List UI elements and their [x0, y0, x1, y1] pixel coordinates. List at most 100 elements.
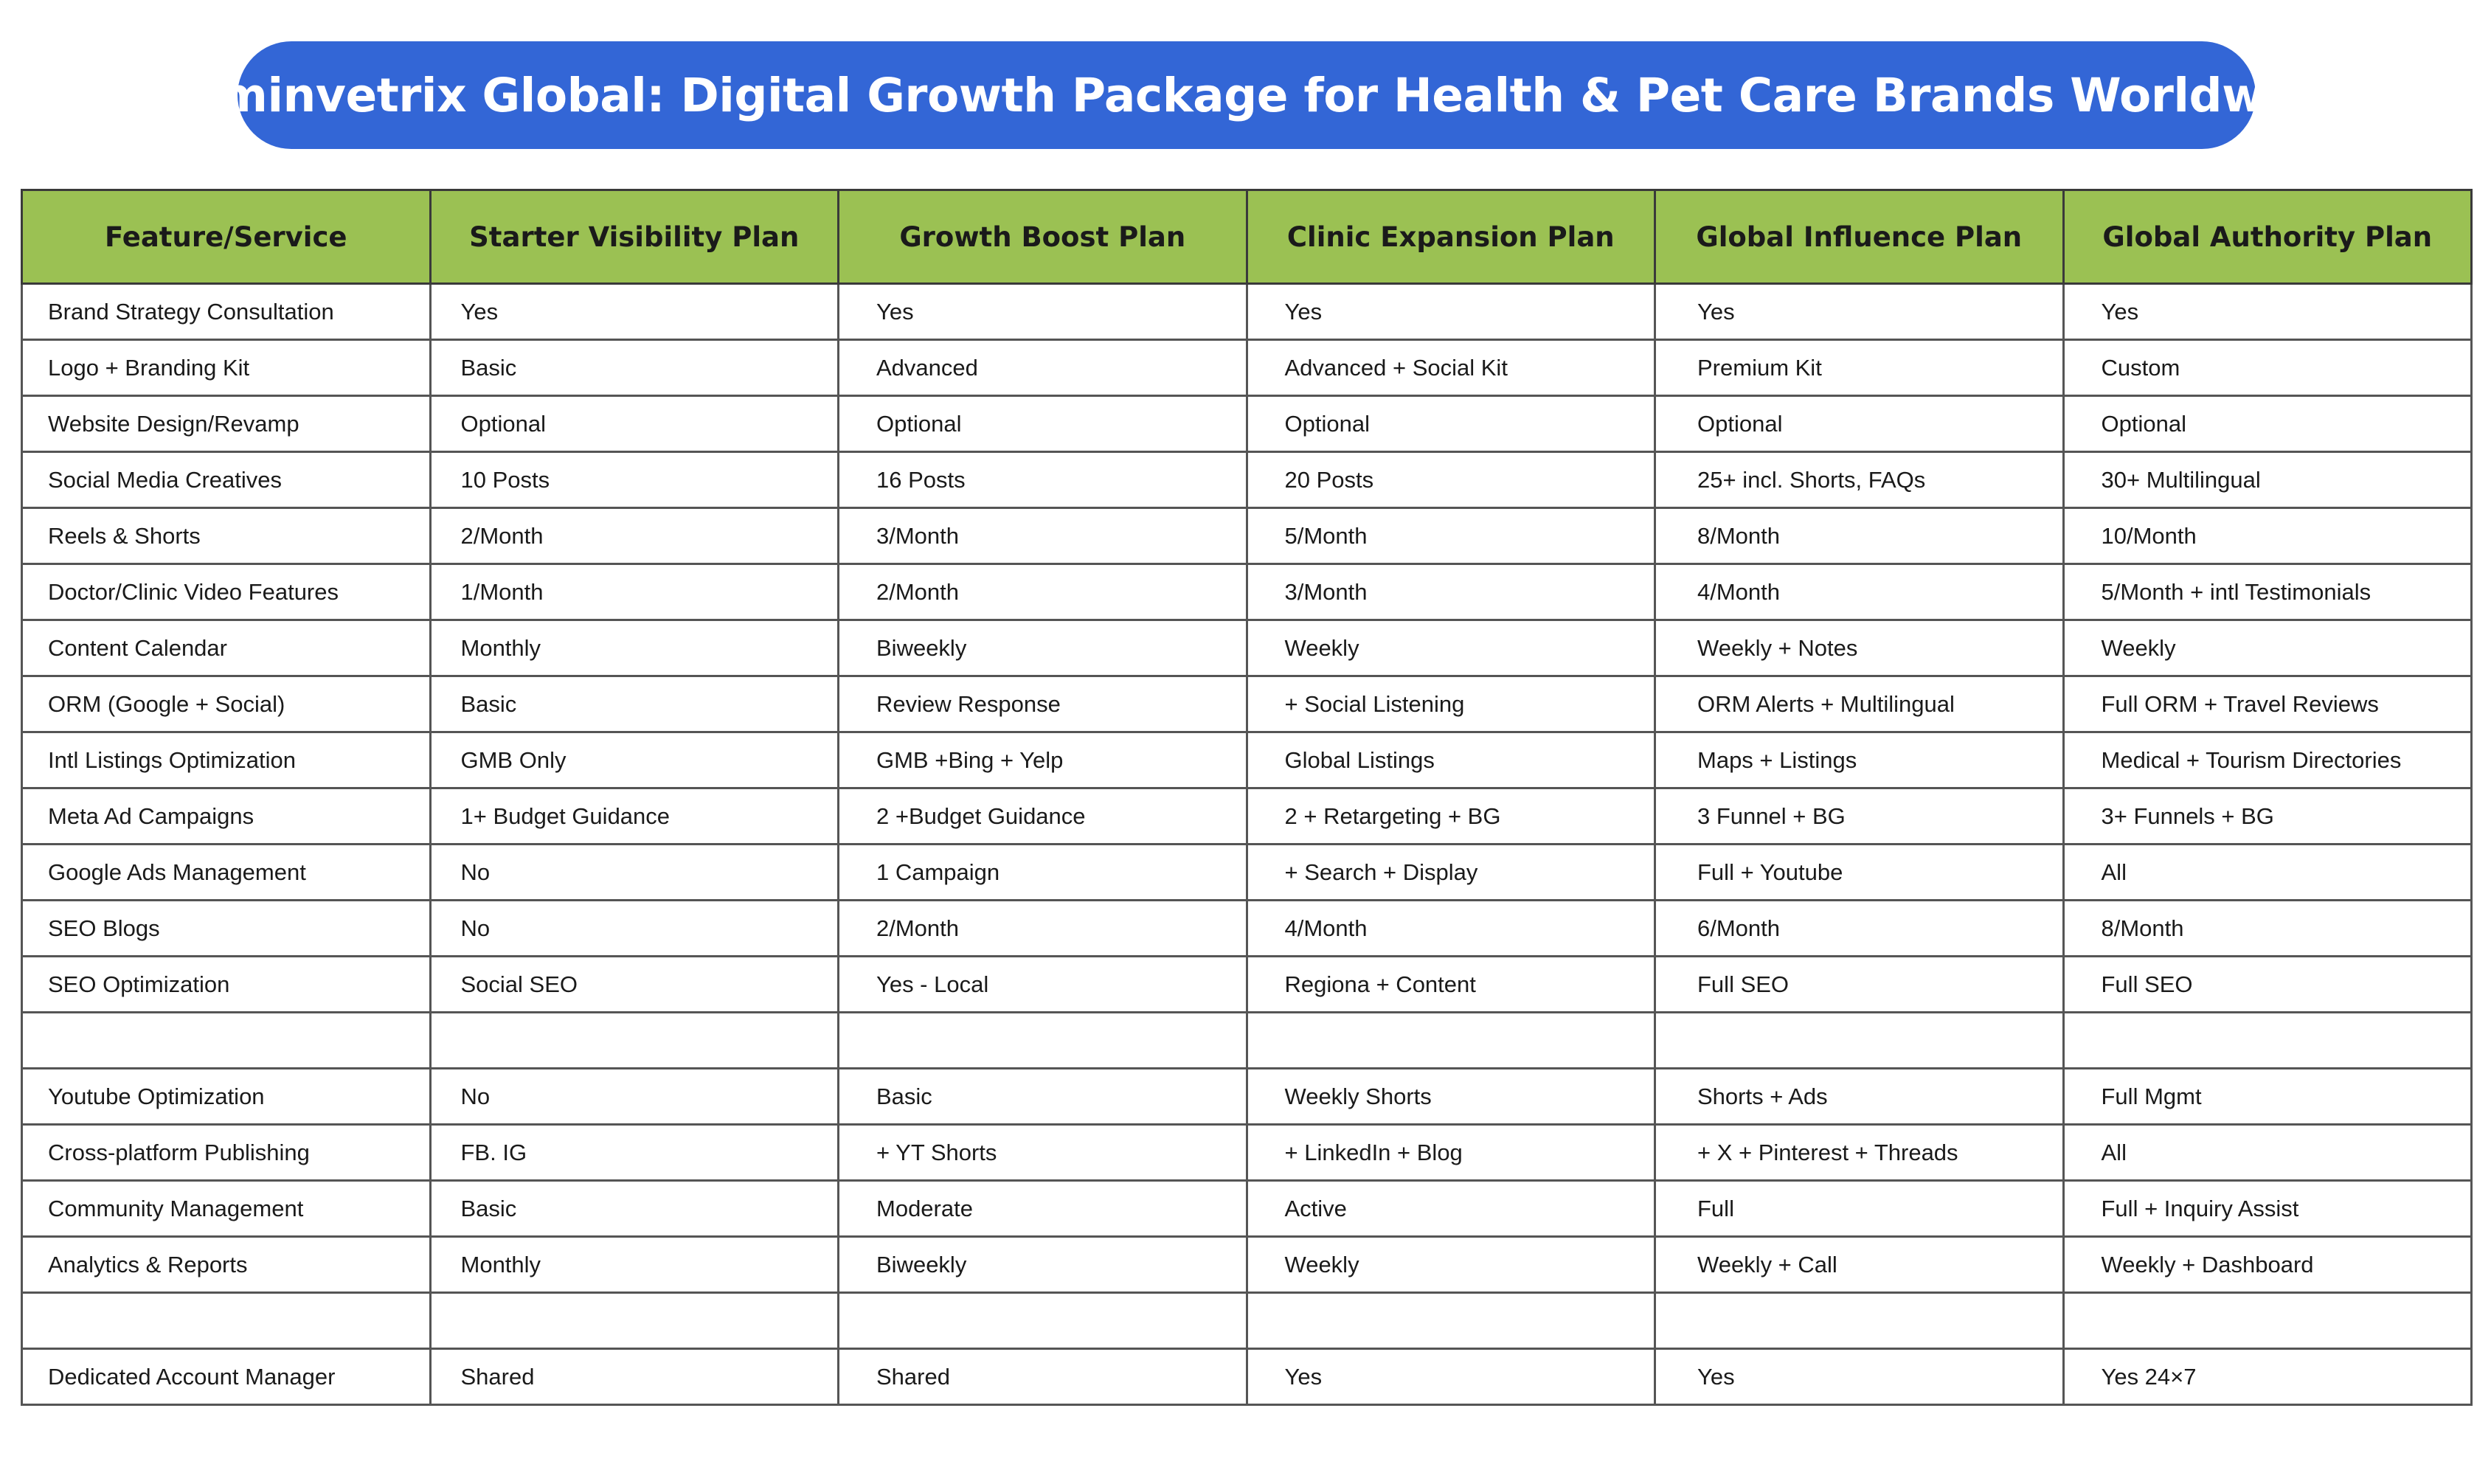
plan-value-cell: Weekly: [1245, 1235, 1656, 1294]
plan-value-cell: Review Response: [837, 675, 1248, 733]
plan-value-cell: Global Listings: [1245, 731, 1656, 789]
plan-value-cell: 5/Month: [1245, 507, 1656, 565]
plan-value-cell: 3+ Funnels + BG: [2062, 787, 2473, 845]
plan-value-cell: Regiona + Content: [1245, 955, 1656, 1013]
plan-value-cell: Basic: [429, 1179, 839, 1238]
table-row: Analytics & Reports Monthly Biweekly Weekly…: [21, 1235, 2473, 1294]
plan-value-cell: Premium Kit: [1654, 339, 2065, 397]
plan-value-cell: 3 Funnel + BG: [1654, 787, 2065, 845]
table-row: Dedicated Account Manager Shared Shared Yes…: [21, 1348, 2473, 1406]
header-growth-boost: Growth Boost Plan: [837, 189, 1248, 285]
feature-cell: SEO Blogs: [21, 899, 432, 957]
plan-value-cell: 10 Posts: [429, 451, 839, 509]
table-row: Meta Ad Campaigns 1+ Budget Guidance 2 +Bu…: [21, 787, 2473, 845]
plan-value-cell: Full + Inquiry Assist: [2062, 1179, 2473, 1238]
feature-cell: Intl Listings Optimization: [21, 731, 432, 789]
plan-value-cell: Yes: [837, 282, 1248, 341]
plan-value-cell: Yes: [1245, 282, 1656, 341]
plan-value-cell: + X + Pinterest + Threads: [1654, 1123, 2065, 1182]
plan-value-cell: Yes: [1654, 282, 2065, 341]
table-row: Cross-platform Publishing FB. IG + YT Shor…: [21, 1123, 2473, 1182]
feature-cell: Google Ads Management: [21, 843, 432, 901]
plan-value-cell: Advanced: [837, 339, 1248, 397]
plan-value-cell: 10/Month: [2062, 507, 2473, 565]
table-row: Intl Listings Optimization GMB Only GMB +B…: [21, 731, 2473, 789]
table-row: Brand Strategy Consultation Yes Yes Yes Yes Y…: [21, 282, 2473, 341]
header-clinic-expansion: Clinic Expansion Plan: [1245, 189, 1656, 285]
plan-value-cell: + YT Shorts: [837, 1123, 1248, 1182]
plan-value-cell: 2/Month: [837, 563, 1248, 621]
feature-cell: Content Calendar: [21, 619, 432, 677]
plan-value-cell: 1+ Budget Guidance: [429, 787, 839, 845]
plan-value-cell: Full: [1654, 1179, 2065, 1238]
plan-value-cell: Optional: [2062, 395, 2473, 453]
plan-value-cell: All: [2062, 843, 2473, 901]
table-row: Reels & Shorts 2/Month 3/Month 5/Month 8/Mon…: [21, 507, 2473, 565]
plan-value-cell: Medical + Tourism Directories: [2062, 731, 2473, 789]
plan-value-cell: 20 Posts: [1245, 451, 1656, 509]
feature-cell: SEO Optimization: [21, 955, 432, 1013]
plan-value-cell: Biweekly: [837, 1235, 1248, 1294]
feature-cell: [21, 1291, 432, 1350]
plan-value-cell: 2/Month: [837, 899, 1248, 957]
plan-value-cell: Full Mgmt: [2062, 1067, 2473, 1126]
feature-cell: Analytics & Reports: [21, 1235, 432, 1294]
plan-value-cell: 8/Month: [1654, 507, 2065, 565]
plan-value-cell: [1654, 1011, 2065, 1069]
feature-cell: Brand Strategy Consultation: [21, 282, 432, 341]
plan-value-cell: [1245, 1011, 1656, 1069]
plan-value-cell: Yes 24×7: [2062, 1348, 2473, 1406]
feature-cell: Logo + Branding Kit: [21, 339, 432, 397]
table-body: Brand Strategy Consultation Yes Yes Yes Yes Y…: [21, 282, 2473, 1406]
plan-value-cell: 16 Posts: [837, 451, 1248, 509]
plan-value-cell: 2 + Retargeting + BG: [1245, 787, 1656, 845]
plan-value-cell: 25+ incl. Shorts, FAQs: [1654, 451, 2065, 509]
plan-value-cell: Full SEO: [2062, 955, 2473, 1013]
plan-value-cell: Custom: [2062, 339, 2473, 397]
plan-value-cell: 30+ Multilingual: [2062, 451, 2473, 509]
plan-value-cell: Advanced + Social Kit: [1245, 339, 1656, 397]
plan-value-cell: Moderate: [837, 1179, 1248, 1238]
table-row: [21, 1291, 2473, 1350]
plan-value-cell: 4/Month: [1654, 563, 2065, 621]
plan-value-cell: Weekly: [2062, 619, 2473, 677]
plan-value-cell: Monthly: [429, 1235, 839, 1294]
plan-value-cell: Shared: [837, 1348, 1248, 1406]
plan-value-cell: GMB +Bing + Yelp: [837, 731, 1248, 789]
plan-value-cell: Weekly: [1245, 619, 1656, 677]
plan-value-cell: Shorts + Ads: [1654, 1067, 2065, 1126]
page-title: Hominvetrix Global: Digital Growth Packa…: [149, 68, 2344, 122]
plan-value-cell: ORM Alerts + Multilingual: [1654, 675, 2065, 733]
plan-value-cell: [2062, 1011, 2473, 1069]
plan-value-cell: [837, 1291, 1248, 1350]
plan-value-cell: [429, 1291, 839, 1350]
header-feature-service: Feature/Service: [21, 189, 432, 285]
feature-cell: ORM (Google + Social): [21, 675, 432, 733]
plan-value-cell: No: [429, 843, 839, 901]
table-row: SEO Optimization Social SEO Yes - Local Reg…: [21, 955, 2473, 1013]
feature-cell: Cross-platform Publishing: [21, 1123, 432, 1182]
plan-value-cell: 6/Month: [1654, 899, 2065, 957]
plan-value-cell: Yes - Local: [837, 955, 1248, 1013]
plan-value-cell: [429, 1011, 839, 1069]
table-row: SEO Blogs No 2/Month 4/Month 6/Month 8/Month: [21, 899, 2473, 957]
plan-value-cell: Weekly Shorts: [1245, 1067, 1656, 1126]
feature-cell: Doctor/Clinic Video Features: [21, 563, 432, 621]
table-row: Youtube Optimization No Basic Weekly Shorts…: [21, 1067, 2473, 1126]
plan-value-cell: Full + Youtube: [1654, 843, 2065, 901]
feature-cell: Youtube Optimization: [21, 1067, 432, 1126]
plan-value-cell: Yes: [1245, 1348, 1656, 1406]
plan-value-cell: Weekly + Dashboard: [2062, 1235, 2473, 1294]
plan-value-cell: + Social Listening: [1245, 675, 1656, 733]
plan-value-cell: 2/Month: [429, 507, 839, 565]
table-row: Social Media Creatives 10 Posts 16 Posts 20…: [21, 451, 2473, 509]
header-starter-visibility: Starter Visibility Plan: [429, 189, 839, 285]
plan-value-cell: Optional: [1245, 395, 1656, 453]
plans-comparison-table: Feature/Service Starter Visibility Plan Gr…: [21, 189, 2473, 1406]
plan-value-cell: [1654, 1291, 2065, 1350]
feature-cell: Social Media Creatives: [21, 451, 432, 509]
plan-value-cell: 3/Month: [1245, 563, 1656, 621]
feature-cell: Meta Ad Campaigns: [21, 787, 432, 845]
table-row: Logo + Branding Kit Basic Advanced Advanced…: [21, 339, 2473, 397]
table-row: [21, 1011, 2473, 1069]
